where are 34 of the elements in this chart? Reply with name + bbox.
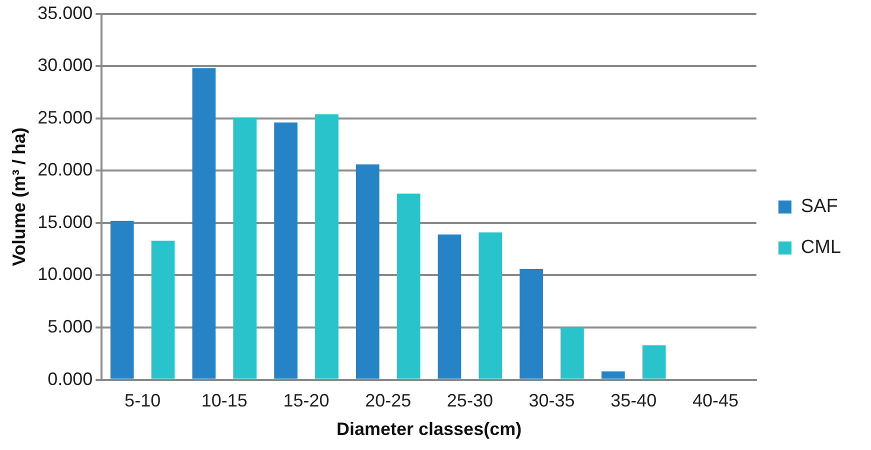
x-tick-label: 5-10 (124, 390, 161, 411)
y-tick-label: 15.000 (38, 212, 93, 232)
bar (438, 234, 462, 379)
x-tick-label: 10-15 (201, 390, 248, 411)
legend-label: SAF (800, 196, 838, 218)
legend-label: CML (800, 237, 842, 258)
bar (315, 114, 338, 379)
x-tick-label: 20-25 (365, 390, 412, 411)
bar (642, 345, 666, 379)
x-tick-label: 35-40 (610, 390, 657, 411)
x-axis-title: Diameter classes(cm) (336, 419, 522, 440)
y-tick-label: 25.000 (38, 107, 93, 128)
y-tick-label: 0.000 (48, 368, 93, 389)
bar (560, 328, 584, 379)
x-tick-label: 25-30 (446, 390, 493, 411)
y-tick-label: 5.000 (48, 316, 93, 336)
y-tick-label: 35.000 (38, 2, 93, 23)
y-axis-title: Volume (m³ / ha) (8, 127, 29, 266)
y-tick-label: 10.000 (38, 264, 93, 284)
bar (192, 68, 216, 379)
y-tick-label: 30.000 (38, 55, 93, 76)
bar (602, 371, 625, 379)
x-tick-label: 15-20 (283, 390, 330, 411)
bar (396, 194, 420, 379)
bar (356, 164, 380, 379)
bar (110, 220, 134, 379)
y-tick-label: 20.000 (38, 160, 93, 180)
bar (233, 117, 257, 379)
x-tick-label: 30-35 (528, 390, 575, 411)
x-tick-label: 40-45 (692, 390, 738, 411)
bar (478, 232, 502, 379)
bar (274, 122, 298, 379)
bar (520, 268, 543, 379)
bar (151, 240, 175, 379)
